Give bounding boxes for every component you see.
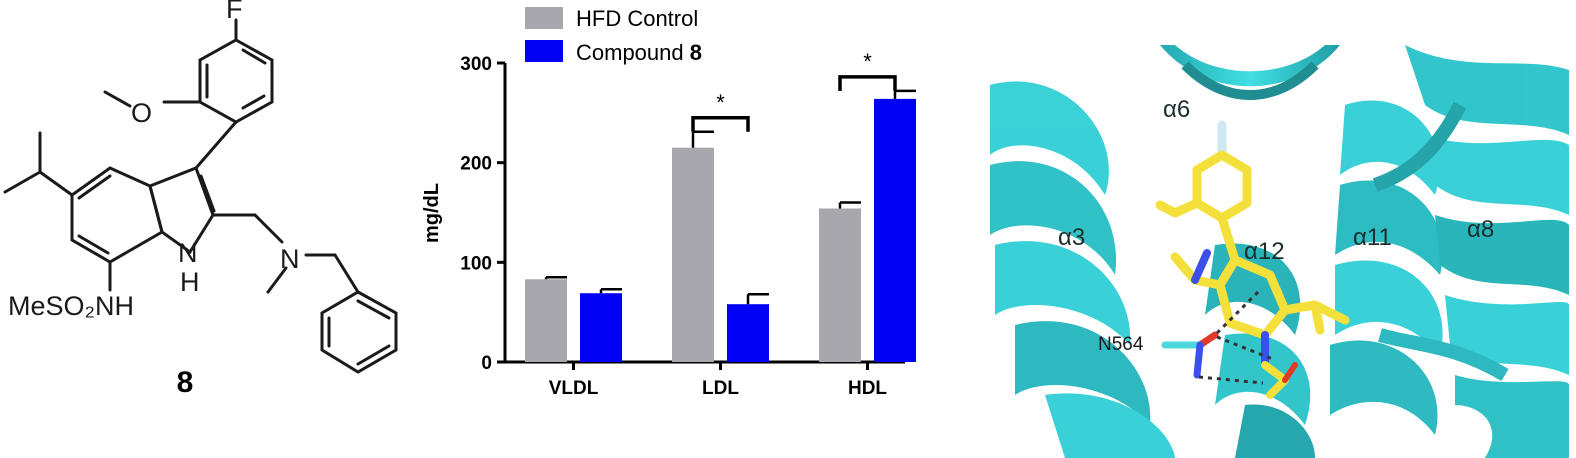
- x-tick-label-hdl: HDL: [848, 378, 887, 399]
- x-tick-label-ldl: LDL: [702, 378, 739, 399]
- helix-label-a6: α6: [1163, 96, 1190, 123]
- bar-ldl-series-1: [727, 304, 769, 362]
- fluorine-atom: F: [226, 0, 243, 24]
- chemical-structure: F O N H MeSO₂NH N 8: [3, 0, 398, 399]
- y-tick-label: 0: [481, 353, 492, 374]
- legend-label-compound: Compound 8: [576, 40, 702, 65]
- hydrogen-bonds: [1198, 288, 1276, 385]
- indole-hydrogen: H: [180, 267, 200, 297]
- bar-ldl-series-0: [672, 147, 714, 362]
- significance-bracket: [691, 116, 750, 132]
- legend-swatch-control: [525, 7, 563, 29]
- helix-label-a12: α12: [1244, 238, 1285, 265]
- y-tick-label: 100: [460, 253, 492, 274]
- bar-vldl-series-1: [580, 293, 622, 362]
- bar-hdl-series-1: [874, 98, 916, 362]
- residue-label: N564: [1098, 334, 1144, 355]
- residue-n564: [1161, 331, 1219, 379]
- helix-label-a3: α3: [1058, 224, 1085, 251]
- protein-ligand-model: α6 α3 α12 α11 α8 N564: [985, 45, 1569, 458]
- compound-number: 8: [177, 366, 194, 399]
- ligand-stick-model: [1155, 120, 1350, 399]
- significance-bracket: [838, 75, 897, 91]
- sulfonamide-label: MeSO₂NH: [8, 291, 134, 321]
- significance-star: *: [716, 90, 725, 115]
- x-tick-label-vldl: VLDL: [549, 378, 599, 399]
- y-axis-label: mg/dL: [421, 183, 443, 243]
- helix-label-a8: α8: [1467, 216, 1494, 243]
- y-tick-label: 300: [460, 54, 492, 75]
- bar-hdl-series-0: [819, 208, 861, 362]
- legend-label-control: HFD Control: [576, 6, 698, 31]
- lipid-bar-chart: HFD Control Compound 8 mg/dL 0100200300 …: [421, 6, 916, 399]
- helix-label-a11: α11: [1353, 224, 1392, 251]
- significance-star: *: [863, 49, 872, 74]
- legend-swatch-compound: [525, 40, 563, 62]
- bar-vldl-series-0: [525, 279, 567, 362]
- indole-nitrogen: N: [178, 238, 198, 268]
- oxygen-atom: O: [131, 98, 152, 128]
- amine-nitrogen: N: [280, 244, 300, 274]
- helix-bundle: [990, 45, 1569, 458]
- y-tick-label: 200: [460, 154, 492, 175]
